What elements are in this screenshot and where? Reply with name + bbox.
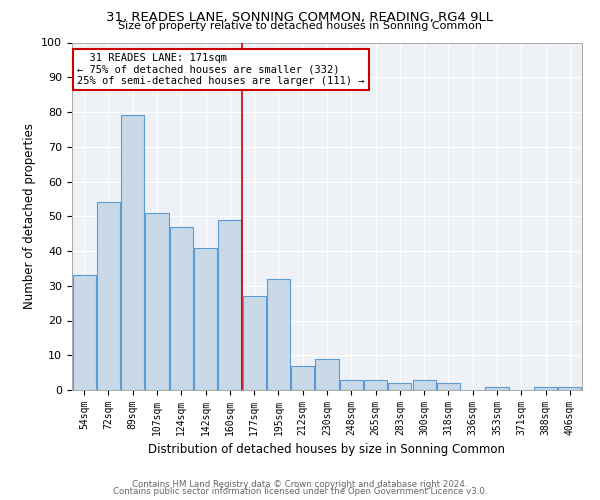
Text: Contains HM Land Registry data © Crown copyright and database right 2024.: Contains HM Land Registry data © Crown c…	[132, 480, 468, 489]
Y-axis label: Number of detached properties: Number of detached properties	[23, 123, 36, 309]
Bar	[145, 213, 169, 390]
Text: 31, READES LANE, SONNING COMMON, READING, RG4 9LL: 31, READES LANE, SONNING COMMON, READING…	[107, 11, 493, 24]
Text: 31 READES LANE: 171sqm
← 75% of detached houses are smaller (332)
25% of semi-de: 31 READES LANE: 171sqm ← 75% of detached…	[77, 53, 365, 86]
Bar	[121, 116, 144, 390]
Bar	[170, 226, 193, 390]
Bar	[267, 279, 290, 390]
Bar	[413, 380, 436, 390]
Bar	[242, 296, 266, 390]
X-axis label: Distribution of detached houses by size in Sonning Common: Distribution of detached houses by size …	[149, 444, 505, 456]
Bar	[194, 248, 217, 390]
Bar	[534, 386, 557, 390]
Bar	[559, 386, 581, 390]
Bar	[485, 386, 509, 390]
Bar	[388, 383, 412, 390]
Bar	[364, 380, 387, 390]
Text: Contains public sector information licensed under the Open Government Licence v3: Contains public sector information licen…	[113, 487, 487, 496]
Bar	[437, 383, 460, 390]
Bar	[73, 276, 95, 390]
Bar	[316, 358, 338, 390]
Bar	[218, 220, 241, 390]
Text: Size of property relative to detached houses in Sonning Common: Size of property relative to detached ho…	[118, 21, 482, 31]
Bar	[291, 366, 314, 390]
Bar	[340, 380, 363, 390]
Bar	[97, 202, 120, 390]
